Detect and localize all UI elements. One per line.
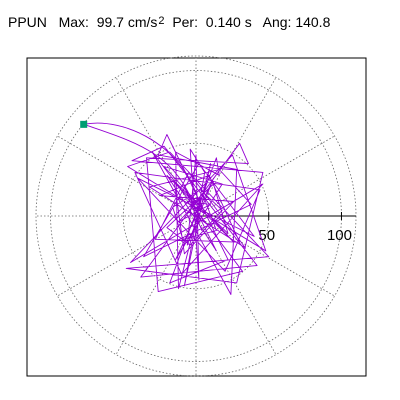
- grid-spoke: [115, 77, 197, 217]
- grid-spoke: [195, 215, 335, 297]
- max-label: Max:: [58, 14, 89, 30]
- per-label: Per:: [172, 14, 198, 30]
- grid-spoke: [195, 77, 277, 217]
- grid-spoke: [115, 215, 197, 355]
- per-unit: s: [244, 14, 252, 30]
- grid-spoke: [57, 215, 197, 297]
- max-value: 99.7: [96, 14, 124, 30]
- grid-spoke: [195, 135, 335, 217]
- radial-tick-label: 50: [258, 227, 275, 244]
- marker-group: [80, 120, 88, 128]
- max-unit-exponent: 2: [158, 15, 165, 27]
- plot-frame: [26, 57, 367, 377]
- station-code: PPUN: [8, 14, 47, 30]
- header-readout: PPUN Max: 99.7 cm/s2 Per: 0.140 s Ang: 1…: [8, 14, 330, 30]
- grid-spoke: [195, 215, 277, 355]
- ang-label: Ang:: [262, 14, 292, 30]
- motion-trace: [125, 134, 270, 295]
- grid-spoke: [57, 135, 197, 217]
- ang-value: 140.8: [295, 14, 331, 30]
- max-unit: cm/s: [127, 14, 158, 30]
- radial-tick-label: 100: [327, 227, 352, 244]
- motion-trace-group: [81, 122, 270, 295]
- peak-endpoint-marker: [80, 120, 88, 128]
- per-value: 0.140: [205, 14, 241, 30]
